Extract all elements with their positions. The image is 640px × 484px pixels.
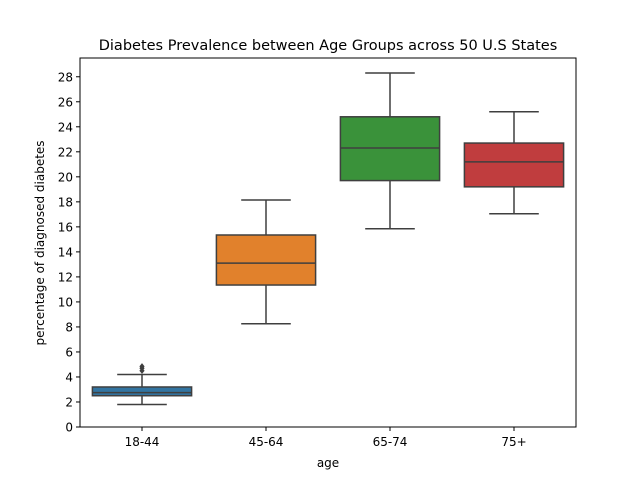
y-tick-label: 20	[58, 170, 73, 184]
box-group-45-64	[215, 199, 317, 325]
x-tick-label: 65-74	[373, 435, 408, 449]
y-tick-label: 24	[58, 120, 73, 134]
box-group-65-74	[339, 72, 441, 230]
chart-title: Diabetes Prevalence between Age Groups a…	[99, 38, 558, 54]
x-tick-label: 45-64	[249, 435, 284, 449]
y-tick-label: 26	[58, 95, 73, 109]
y-tick-label: 12	[58, 270, 73, 284]
y-tick-label: 22	[58, 145, 73, 159]
box-iqr	[463, 142, 565, 188]
outlier-point	[139, 363, 145, 370]
y-tick-label: 6	[65, 345, 73, 359]
x-axis-label: age	[317, 456, 339, 470]
plot-frame	[79, 57, 577, 428]
box-group-18-44	[91, 363, 193, 406]
y-tick-label: 0	[65, 421, 73, 435]
y-tick-label: 2	[65, 395, 73, 409]
y-tick-label: 16	[58, 220, 73, 234]
y-tick-label: 18	[58, 195, 73, 209]
box-group-75+	[463, 111, 565, 215]
boxes-layer	[91, 72, 565, 406]
box-iqr	[91, 386, 193, 397]
y-tick-label: 10	[58, 295, 73, 309]
x-tick-label: 18-44	[125, 435, 160, 449]
box-iqr	[215, 234, 317, 286]
x-tick-label: 75+	[501, 435, 526, 449]
y-axis-label: percentage of diagnosed diabetes	[33, 140, 47, 345]
y-tick-label: 14	[58, 245, 73, 259]
y-tick-label: 28	[58, 70, 73, 84]
y-tick-label: 4	[65, 370, 73, 384]
y-tick-label: 8	[65, 320, 73, 334]
